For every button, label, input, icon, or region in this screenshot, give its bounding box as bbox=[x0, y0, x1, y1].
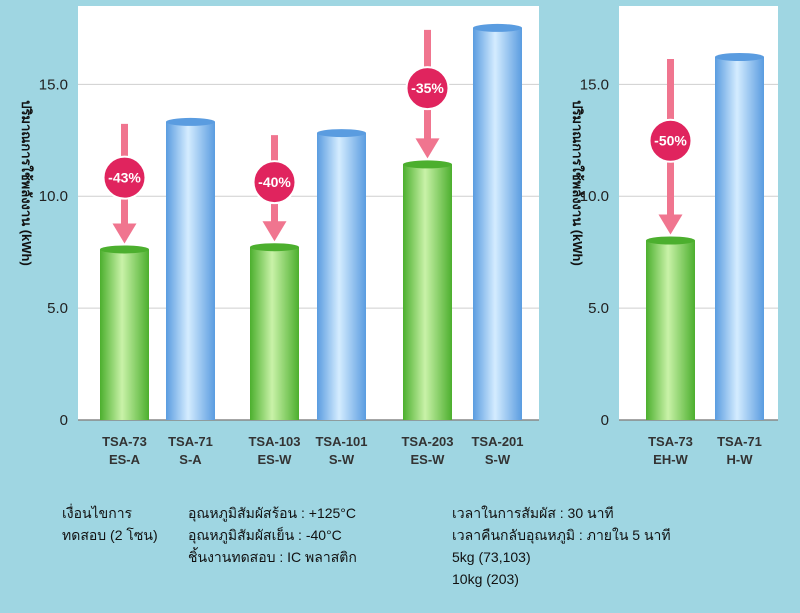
x-category-sublabel: S-A bbox=[179, 452, 202, 467]
reduction-percent: -40% bbox=[258, 174, 291, 190]
y-axis-label: ปริมาณการใช้พลังงาน (kWh) bbox=[19, 100, 35, 266]
y-tick-label: 10.0 bbox=[39, 188, 68, 205]
x-category-label: TSA-101 bbox=[315, 434, 367, 449]
x-category-sublabel: S-W bbox=[485, 452, 511, 467]
y-tick-label: 0 bbox=[60, 412, 68, 429]
reduction-badge bbox=[405, 66, 450, 111]
x-category-label: TSA-201 bbox=[471, 434, 523, 449]
bar-tsa-71-h-w bbox=[715, 56, 764, 420]
x-category-sublabel: ES-W bbox=[411, 452, 446, 467]
x-category-sublabel: ES-A bbox=[109, 452, 141, 467]
bar-tsa-103-es-w bbox=[250, 247, 299, 420]
y-tick-label: 10.0 bbox=[580, 188, 609, 205]
conditions-label-line1: เงื่อนไขการ bbox=[62, 505, 133, 521]
bar-tsa-201-s-w bbox=[473, 27, 522, 420]
x-category-sublabel: EH-W bbox=[653, 452, 688, 467]
load-large: 10kg (203) bbox=[452, 571, 519, 587]
bar-tsa-73-eh-w bbox=[646, 240, 695, 420]
y-tick-label: 5.0 bbox=[47, 300, 68, 317]
bar-cap bbox=[473, 23, 522, 32]
reduction-badge bbox=[102, 155, 147, 200]
bar-tsa-71-s-a bbox=[166, 121, 215, 420]
bar-cap bbox=[317, 129, 366, 138]
reduction-badge bbox=[648, 118, 693, 163]
x-category-label: TSA-73 bbox=[102, 434, 147, 449]
reduction-percent: -43% bbox=[108, 170, 141, 186]
x-category-sublabel: H-W bbox=[727, 452, 754, 467]
x-category-label: TSA-71 bbox=[168, 434, 213, 449]
recovery-time: เวลาคืนกลับอุณหภูมิ : ภายใน 5 นาที bbox=[452, 527, 671, 543]
bar-cap bbox=[403, 160, 452, 169]
temperature-conditions: อุณหภูมิสัมผัสร้อน : +125°C อุณหภูมิสัมผ… bbox=[188, 502, 357, 568]
x-category-sublabel: S-W bbox=[329, 452, 355, 467]
test-piece: ชิ้นงานทดสอบ : IC พลาสติก bbox=[188, 549, 357, 565]
chart-panel-left bbox=[78, 6, 539, 420]
bar-cap bbox=[166, 117, 215, 126]
bar-cap bbox=[715, 52, 764, 61]
reduction-arrow-head bbox=[262, 221, 287, 242]
cold-temperature: อุณหภูมิสัมผัสเย็น : -40°C bbox=[188, 527, 342, 543]
bar-cap bbox=[100, 245, 149, 254]
exposure-time: เวลาในการสัมผัส : 30 นาที bbox=[452, 505, 614, 521]
reduction-percent: -35% bbox=[411, 80, 444, 96]
y-axis-label: ปริมาณการใช้พลังงาน (kWh) bbox=[570, 100, 586, 266]
x-category-sublabel: ES-W bbox=[258, 452, 293, 467]
bar-cap bbox=[250, 243, 299, 252]
test-conditions-label: เงื่อนไขการ ทดสอบ (2 โซน) bbox=[62, 502, 158, 546]
x-category-label: TSA-103 bbox=[248, 434, 300, 449]
y-tick-label: 15.0 bbox=[580, 76, 609, 93]
load-small: 5kg (73,103) bbox=[452, 549, 531, 565]
x-category-label: TSA-73 bbox=[648, 434, 693, 449]
reduction-badge bbox=[252, 160, 297, 205]
reduction-arrow-head bbox=[112, 223, 137, 244]
time-conditions: เวลาในการสัมผัส : 30 นาที เวลาคืนกลับอุณ… bbox=[452, 502, 671, 590]
bar-tsa-101-s-w bbox=[317, 133, 366, 420]
bar-tsa-203-es-w bbox=[403, 164, 452, 420]
y-tick-label: 15.0 bbox=[39, 76, 68, 93]
conditions-label-line2: ทดสอบ (2 โซน) bbox=[62, 527, 158, 543]
bar-tsa-73-es-a bbox=[100, 249, 149, 420]
x-category-label: TSA-203 bbox=[401, 434, 453, 449]
reduction-arrow-head bbox=[415, 138, 440, 159]
y-tick-label: 0 bbox=[601, 412, 609, 429]
reduction-arrow-head bbox=[658, 214, 683, 235]
bar-cap bbox=[646, 236, 695, 245]
reduction-percent: -50% bbox=[654, 133, 687, 149]
hot-temperature: อุณหภูมิสัมผัสร้อน : +125°C bbox=[188, 505, 357, 521]
x-category-label: TSA-71 bbox=[717, 434, 762, 449]
y-tick-label: 5.0 bbox=[588, 300, 609, 317]
